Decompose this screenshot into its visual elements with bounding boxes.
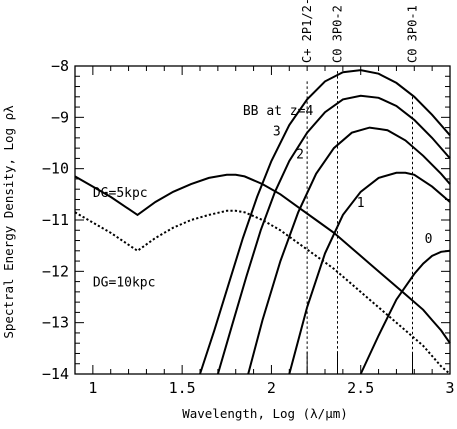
- y-tick-label: −9: [51, 108, 69, 126]
- series-line: [74, 173, 451, 344]
- ticks-group: [74, 65, 451, 375]
- series-line: [359, 249, 451, 375]
- y-tick-label: −11: [42, 211, 69, 229]
- series-line: [74, 209, 451, 375]
- labels-group: 1 1.5 2 2.5 3 −14 −13 −12 −11 −10 −9 −8 C+ 2P1/2-3/2…: [42, 0, 455, 397]
- series-line: [288, 171, 451, 375]
- marker-label: C+ 2P1/2-3/2: [300, 0, 314, 63]
- x-tick-label: 2: [267, 379, 276, 397]
- series-line: [247, 126, 451, 375]
- marker-label: C0 3P0-2: [331, 5, 345, 63]
- series-group: [74, 69, 451, 375]
- series-line: [199, 69, 451, 375]
- x-tick-label: 2.5: [347, 379, 374, 397]
- y-tick-label: −12: [42, 262, 69, 280]
- series-line: [216, 94, 451, 375]
- x-tick-label: 3: [445, 379, 454, 397]
- series-label: 0: [425, 232, 433, 247]
- series-label: 3: [273, 124, 281, 139]
- y-tick-label: −10: [42, 160, 69, 178]
- x-axis-title: Wavelength, Log (λ/μm): [182, 406, 348, 421]
- y-tick-label: −8: [51, 57, 69, 75]
- series-label: DG=10kpc: [93, 276, 156, 291]
- marker-label: C0 3P0-1: [406, 5, 420, 63]
- markers-group: [306, 71, 413, 374]
- x-tick-label: 1: [88, 379, 97, 397]
- series-label: 2: [296, 147, 304, 162]
- y-tick-label: −13: [42, 314, 69, 332]
- x-tick-label: 1.5: [169, 379, 196, 397]
- y-tick-label: −14: [42, 365, 69, 383]
- series-label: DG=5kpc: [93, 186, 148, 201]
- y-axis-title: Spectral Energy Density, Log ρλ: [1, 105, 16, 339]
- series-label: 1: [357, 196, 365, 211]
- series-label: BB at z=4: [243, 104, 314, 119]
